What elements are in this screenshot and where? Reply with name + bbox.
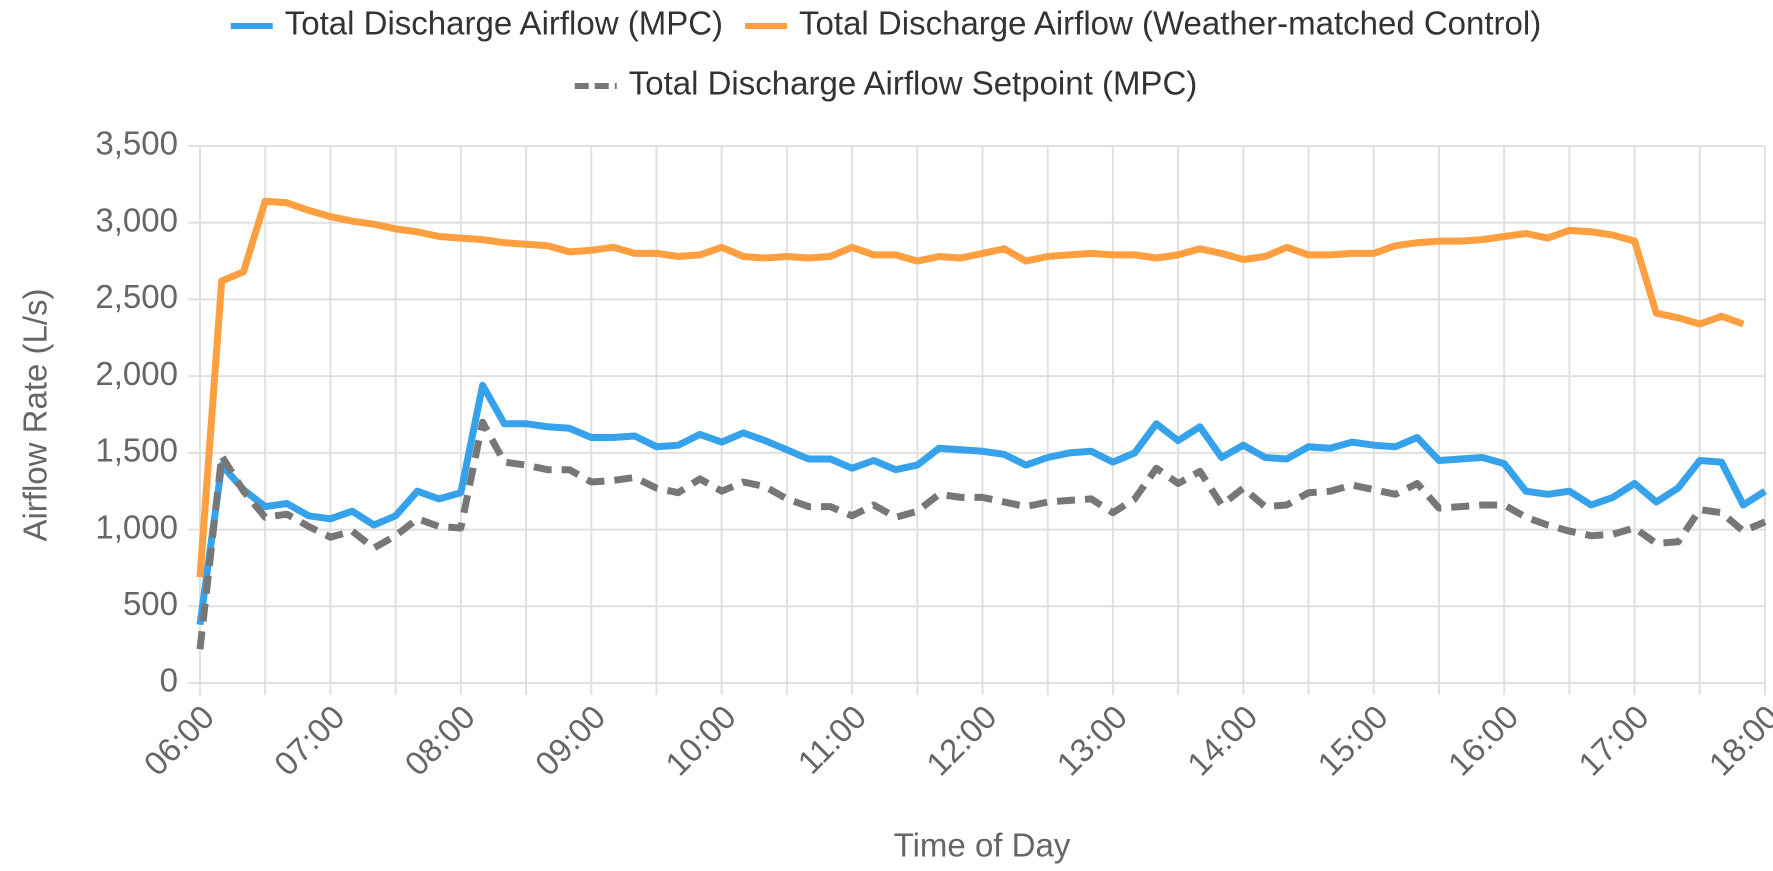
legend-label: Total Discharge Airflow (MPC) [285, 5, 723, 42]
x-tick-label: 13:00 [1049, 698, 1134, 783]
legend-label: Total Discharge Airflow Setpoint (MPC) [629, 65, 1198, 102]
x-tick-label: 16:00 [1441, 698, 1526, 783]
x-tick-label: 15:00 [1310, 698, 1395, 783]
y-tick-label: 1,000 [95, 508, 178, 545]
x-tick-label: 12:00 [919, 698, 1004, 783]
y-tick-label: 0 [160, 662, 178, 699]
y-tick-label: 2,500 [95, 278, 178, 315]
y-tick-label: 2,000 [95, 355, 178, 392]
series-line [196, 197, 1745, 578]
legend-label: Total Discharge Airflow (Weather-matched… [799, 5, 1541, 42]
y-axis-title: Airflow Rate (L/s) [17, 288, 54, 541]
legend-item: Total Discharge Airflow (MPC) [230, 5, 723, 42]
y-tick-label: 1,500 [95, 432, 178, 469]
x-tick-label: 14:00 [1180, 698, 1265, 783]
x-tick-label: 11:00 [790, 698, 873, 781]
legend-item: Total Discharge Airflow (Weather-matched… [745, 5, 1541, 42]
x-tick-label: 18:00 [1702, 698, 1773, 783]
x-tick-label: 06:00 [137, 698, 222, 783]
x-tick-label: 09:00 [528, 698, 613, 783]
x-tick-label: 07:00 [267, 698, 352, 783]
y-tick-label: 3,000 [95, 201, 178, 238]
x-tick-label: 17:00 [1571, 698, 1656, 783]
x-tick-label: 08:00 [397, 698, 482, 783]
y-tick-label: 3,500 [95, 125, 178, 162]
series-line [196, 381, 1767, 626]
x-axis-title: Time of Day [894, 827, 1071, 864]
series-line [196, 418, 1767, 650]
legend-item: Total Discharge Airflow Setpoint (MPC) [574, 65, 1198, 102]
y-tick-label: 500 [123, 585, 178, 622]
x-tick-label: 10:00 [658, 698, 743, 783]
